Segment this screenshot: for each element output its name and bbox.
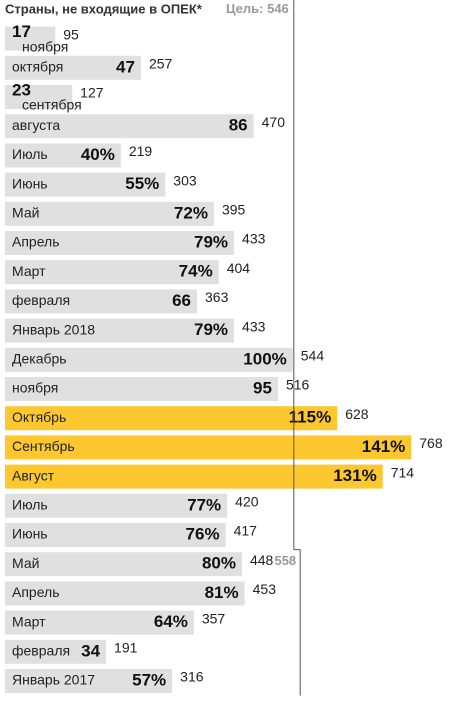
bar (5, 347, 293, 372)
share-label: 34 (81, 641, 100, 660)
category-label: Октябрь (12, 409, 66, 425)
value-label: 453 (253, 581, 277, 597)
bar (5, 581, 245, 606)
target-label: Цель: 546 (226, 1, 289, 16)
share-label: 115% (289, 408, 332, 427)
value-label: 219 (129, 143, 153, 159)
category-label: Апрель (12, 234, 60, 250)
share-label: 66 (172, 291, 191, 310)
bar (5, 377, 278, 401)
bar (5, 318, 235, 343)
share-label: 95 (253, 378, 272, 397)
category-label: Июнь (12, 526, 48, 542)
bar (5, 260, 219, 285)
category-label: Январь 2017 (12, 672, 95, 688)
bar (5, 231, 235, 255)
bar (5, 201, 214, 226)
value-label: 316 (180, 669, 204, 685)
category-label: Декабрь (12, 351, 67, 367)
share-label: 79% (194, 232, 228, 251)
share-label: 47 (116, 57, 135, 76)
share-label: 80% (202, 554, 236, 573)
value-label: 363 (205, 289, 229, 305)
bar (5, 639, 107, 664)
category-label: Март (12, 263, 46, 279)
bar (5, 85, 73, 109)
share-label: 23 (12, 80, 31, 99)
category-label: Январь 2018 (12, 321, 95, 337)
bar (5, 143, 121, 168)
bar (5, 464, 383, 489)
category-label: Апрель (12, 584, 60, 600)
chart-title: Страны, не входящие в ОПЕК* (5, 1, 203, 16)
value-label: 417 (234, 523, 258, 539)
category-label: Июль (12, 146, 48, 162)
category-label: августа (12, 117, 60, 133)
share-label: 72% (174, 203, 208, 222)
bar (5, 114, 254, 139)
bar (5, 406, 338, 431)
category-label: Август (12, 467, 55, 483)
value-label: 420 (235, 494, 259, 510)
category-label: февраля (12, 292, 70, 308)
category-label: сентября (22, 97, 82, 113)
bar (5, 55, 141, 80)
category-label: ноября (12, 380, 58, 396)
bar (5, 289, 198, 314)
bar (5, 523, 226, 547)
value-label: 768 (419, 435, 443, 451)
value-label: 448 (250, 552, 274, 568)
value-label: 404 (227, 260, 251, 276)
value-label: 433 (242, 231, 266, 247)
bar (5, 552, 242, 577)
category-label: февраля (12, 643, 70, 659)
share-label: 81% (205, 583, 239, 602)
category-label: Июнь (12, 175, 48, 191)
category-label: Сентябрь (12, 438, 75, 454)
share-label: 74% (179, 262, 213, 281)
value-label: 628 (345, 406, 369, 422)
value-label: 127 (80, 85, 104, 101)
value-label: 714 (391, 464, 415, 480)
bar (5, 26, 56, 51)
target2-label: 558 (274, 553, 296, 568)
value-label: 357 (202, 610, 226, 626)
share-label: 77% (187, 495, 221, 514)
bar (5, 610, 194, 635)
value-label: 544 (301, 348, 325, 364)
target-caption: Цель: (226, 1, 263, 16)
value-label: 433 (242, 318, 266, 334)
target-value: 546 (267, 1, 289, 16)
bar (5, 669, 173, 693)
category-label: ноября (22, 38, 68, 54)
category-label: Май (12, 205, 39, 221)
share-label: 141% (362, 437, 405, 456)
category-label: Май (12, 555, 39, 571)
share-label: 40% (81, 145, 115, 164)
value-label: 257 (149, 56, 173, 72)
value-label: 191 (114, 640, 138, 656)
category-label: октября (12, 59, 63, 75)
category-label: Июль (12, 497, 48, 513)
value-label: 516 (286, 377, 310, 393)
category-label: Март (12, 613, 46, 629)
bar (5, 493, 228, 518)
share-label: 86 (229, 116, 248, 135)
share-label: 55% (125, 174, 159, 193)
share-label: 100% (243, 349, 286, 368)
share-label: 64% (154, 612, 188, 631)
share-label: 131% (333, 466, 376, 485)
bar (5, 435, 412, 460)
value-label: 395 (222, 202, 246, 218)
bar (5, 172, 166, 197)
value-label: 303 (173, 172, 197, 188)
share-label: 76% (186, 524, 220, 543)
share-label: 79% (194, 320, 228, 339)
value-label: 95 (63, 26, 79, 42)
value-label: 470 (262, 114, 286, 130)
share-label: 57% (132, 670, 166, 689)
share-label: 17 (12, 22, 31, 41)
